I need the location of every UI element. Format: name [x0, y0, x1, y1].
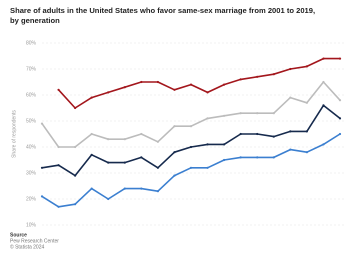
point	[322, 80, 325, 84]
point	[256, 75, 259, 78]
point	[189, 125, 193, 128]
point	[57, 145, 60, 149]
point	[140, 132, 143, 136]
point	[90, 187, 93, 190]
point	[272, 135, 275, 138]
point	[90, 132, 93, 136]
copyright: © Statista 2024	[10, 243, 44, 250]
point	[223, 114, 226, 117]
point	[322, 104, 325, 107]
point	[74, 174, 77, 177]
point	[90, 153, 93, 156]
point	[189, 166, 193, 169]
point	[57, 205, 60, 208]
y-tick-label: 80%	[26, 40, 37, 46]
point	[206, 91, 209, 94]
point	[189, 145, 193, 149]
point	[173, 88, 176, 91]
point	[173, 151, 176, 154]
point	[272, 112, 275, 115]
point	[173, 125, 176, 128]
point	[156, 140, 159, 143]
y-tick-label: 40%	[26, 144, 37, 150]
point	[289, 96, 292, 99]
point	[305, 151, 308, 154]
series-line	[41, 81, 341, 148]
point	[189, 83, 193, 86]
point	[206, 166, 209, 169]
y-axis-label: Share of respondents	[11, 110, 17, 158]
point	[123, 187, 126, 190]
point	[305, 65, 308, 68]
source: Pew Research Center	[10, 238, 59, 244]
y-tick-label: 10%	[26, 222, 37, 228]
y-tick-label: 30%	[26, 170, 37, 176]
point	[305, 101, 308, 104]
point	[156, 190, 159, 193]
point	[223, 158, 226, 162]
y-tick-label: 70%	[26, 66, 37, 72]
point	[289, 148, 292, 151]
point	[140, 80, 143, 84]
point	[74, 203, 77, 206]
point	[123, 138, 126, 141]
point	[272, 73, 275, 76]
point	[123, 161, 126, 164]
point	[156, 80, 159, 84]
point	[107, 138, 110, 141]
point	[57, 88, 60, 91]
point	[206, 117, 209, 120]
point	[107, 91, 110, 94]
point	[40, 122, 44, 125]
point	[107, 197, 110, 201]
point	[140, 187, 143, 190]
chart-title: Share of adults in the United States who…	[10, 6, 315, 25]
point	[156, 166, 159, 169]
point	[74, 145, 77, 149]
point	[322, 57, 325, 60]
point	[338, 99, 342, 102]
y-tick-label: 20%	[26, 196, 37, 202]
point	[338, 117, 342, 120]
point	[239, 156, 242, 159]
point	[256, 156, 259, 159]
point	[40, 166, 44, 169]
point	[140, 156, 143, 159]
series-line	[41, 133, 341, 208]
point	[338, 57, 342, 60]
point	[74, 106, 77, 110]
point	[239, 112, 242, 115]
point	[256, 112, 259, 115]
point	[223, 143, 226, 146]
source-label: Source	[10, 232, 27, 238]
point	[272, 156, 275, 159]
point	[123, 86, 126, 89]
point	[206, 143, 209, 146]
point	[322, 143, 325, 146]
point	[289, 130, 292, 133]
point	[256, 132, 259, 136]
point	[107, 161, 110, 164]
point	[40, 195, 44, 198]
point	[173, 174, 176, 177]
point	[57, 164, 60, 167]
series-line	[41, 104, 341, 177]
point	[239, 132, 242, 136]
y-tick-label: 60%	[26, 92, 37, 98]
point	[239, 78, 242, 81]
series-line	[57, 57, 340, 109]
point	[338, 132, 342, 136]
y-tick-label: 50%	[26, 118, 37, 124]
point	[289, 67, 292, 71]
point	[305, 130, 308, 133]
point	[223, 83, 226, 86]
point	[90, 96, 93, 99]
